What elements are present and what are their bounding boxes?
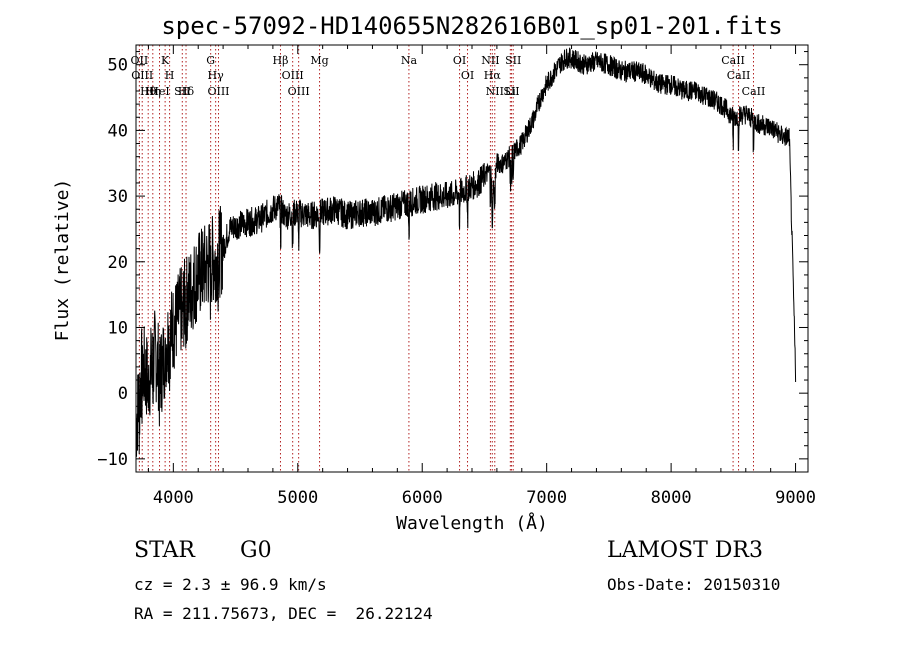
line-marker-label: Hη — [145, 85, 161, 98]
line-marker-label: Hβ — [273, 54, 289, 67]
y-tick-label: 30 — [108, 187, 128, 207]
y-axis-ticks: −10 0 10 20 30 40 50 — [97, 51, 808, 470]
observation-date: Obs-Date: 20150310 — [607, 575, 781, 594]
line-marker-label: OII — [131, 54, 149, 67]
redshift-readout: cz = 2.3 ± 96.9 km/s — [134, 575, 327, 594]
plot-frame — [135, 44, 809, 473]
line-marker-label: Hγ — [208, 69, 225, 82]
line-marker-label: H — [165, 69, 175, 82]
chart-title: spec-57092-HD140655N282616B01_sp01-201.f… — [161, 12, 782, 40]
x-tick-label: 7000 — [526, 488, 567, 508]
line-marker-label: HeI — [149, 85, 169, 98]
survey-name: LAMOST DR3 — [607, 538, 763, 563]
spectrum-line — [135, 47, 797, 457]
line-marker-label: OIII — [207, 85, 229, 98]
line-marker-label: Na — [401, 54, 418, 67]
y-tick-label: 50 — [108, 56, 128, 76]
x-tick-label: 8000 — [651, 488, 692, 508]
line-marker-label: OIII — [282, 69, 304, 82]
y-tick-label: 20 — [108, 253, 128, 273]
y-tick-label: 0 — [118, 384, 128, 404]
coordinates-readout: RA = 211.75673, DEC = 26.22124 — [134, 604, 433, 623]
y-axis-label: Flux (relative) — [52, 179, 73, 342]
x-axis-ticks: 4000 5000 6000 7000 8000 9000 — [147, 45, 816, 508]
line-marker-label: CaII — [727, 69, 751, 82]
object-class: STAR — [134, 538, 195, 563]
line-marker-label: NII — [486, 85, 504, 98]
line-marker-label: SII — [505, 54, 521, 67]
line-marker-label: NII — [481, 54, 499, 67]
line-marker-label: Hα — [484, 69, 502, 82]
line-marker-label: Mg — [310, 54, 328, 67]
line-marker-label: OI — [453, 54, 466, 67]
y-tick-label: 40 — [108, 121, 128, 141]
line-marker-label: SII — [503, 85, 519, 98]
line-marker-label: Hδ — [178, 85, 195, 98]
x-tick-label: 6000 — [402, 488, 443, 508]
x-tick-label: 9000 — [775, 488, 816, 508]
line-marker-label: CaII — [721, 54, 745, 67]
spectral-line-markers — [138, 45, 754, 472]
line-marker-label: K — [161, 54, 170, 67]
line-marker-label: Hθ — [140, 85, 157, 98]
spectral-line-labels: OIIOIIIHθHηHeIKHSIIHδGHγOIIIHβOIIIOIIIMg… — [131, 54, 766, 98]
line-marker-label: OIII — [288, 85, 310, 98]
line-marker-label: OIII — [131, 69, 153, 82]
x-tick-label: 5000 — [277, 488, 318, 508]
object-subclass: G0 — [240, 538, 272, 563]
x-axis-label: Wavelength (Å) — [396, 512, 548, 534]
line-marker-label: G — [206, 54, 215, 67]
line-marker-label: OI — [461, 69, 474, 82]
x-tick-label: 4000 — [153, 488, 194, 508]
y-tick-label: 10 — [108, 318, 128, 338]
y-tick-label: −10 — [97, 450, 128, 470]
line-marker-label: CaII — [742, 85, 766, 98]
line-marker-label: Li — [505, 85, 516, 98]
line-marker-label: SII — [174, 85, 190, 98]
